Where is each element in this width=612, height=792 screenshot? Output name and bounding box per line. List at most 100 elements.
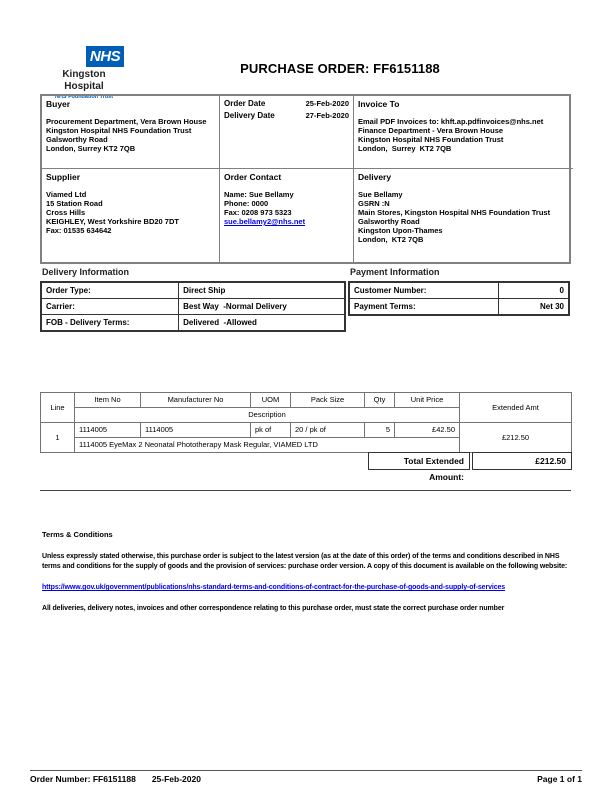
logo-org-name: Kingston Hospital	[62, 69, 106, 92]
delivery-line: Galsworthy Road	[358, 217, 420, 226]
col-header-item-no: Item No	[74, 392, 141, 408]
buyer-address-line: London, Surrey KT2 7QB	[46, 144, 136, 153]
table-row: Payment Terms: Net 30	[350, 299, 568, 314]
logo-org-subtitle: NHS Foundation Trust	[54, 94, 114, 100]
supplier-line: KEIGHLEY, West Yorkshire BD20 7DT	[46, 217, 179, 226]
order-date-label: Order Date	[224, 99, 266, 108]
invoice-to-line: Email PDF Invoices to: khft.ap.pdfinvoic…	[358, 117, 544, 126]
item-pack-size: 20 / pk of	[290, 422, 365, 438]
payment-terms-value: Net 30	[539, 301, 564, 311]
invoice-to-cell: Invoice To Email PDF Invoices to: khft.a…	[354, 96, 573, 169]
customer-number-label: Customer Number:	[350, 283, 499, 298]
col-header-extended-amt: Extended Amt	[459, 392, 572, 423]
terms-paragraph: Unless expressly stated otherwise, this …	[42, 553, 568, 570]
supplier-heading: Supplier	[46, 172, 81, 182]
carrier-label: Carrier:	[42, 299, 180, 314]
item-description: 1114005 EyeMax 2 Neonatal Phototherapy M…	[74, 437, 460, 453]
buyer-cell: Buyer Procurement Department, Vera Brown…	[42, 96, 220, 169]
col-header-manufacturer-no: Manufacturer No	[140, 392, 251, 408]
supplier-fax: Fax: 01535 634642	[46, 226, 112, 235]
invoice-to-line: Finance Department - Vera Brown House	[358, 126, 504, 135]
table-row: 1 1114005 1114005 pk of 20 / pk of 5 £42…	[40, 422, 572, 453]
customer-number-value: 0	[559, 285, 564, 295]
invoice-to-heading: Invoice To	[358, 99, 400, 109]
items-header-row: Line Item No Manufacturer No UOM Pack Si…	[40, 392, 572, 423]
order-date-value: 25-Feb-2020	[305, 99, 349, 108]
page-title: PURCHASE ORDER: FF6151188	[240, 61, 440, 76]
item-extended-amt: £212.50	[459, 422, 572, 453]
delivery-line: Kingston Upon-Thames	[358, 226, 443, 235]
supplier-cell: Supplier Viamed Ltd 15 Station Road Cros…	[42, 169, 220, 262]
nhs-kingston-logo: NHS Kingston Hospital NHS Foundation Tru…	[44, 46, 124, 101]
contact-fax: Fax: 0208 973 5323	[224, 208, 292, 217]
item-unit-price: £42.50	[394, 422, 460, 438]
delivery-line: Sue Bellamy	[358, 190, 403, 199]
table-row: Customer Number: 0	[350, 283, 568, 299]
total-extended-amount-label: Total Extended Amount:	[368, 452, 470, 482]
order-type-value: Direct Ship	[183, 285, 226, 295]
invoice-to-line: Kingston Hospital NHS Foundation Trust	[358, 135, 504, 144]
fob-delivery-terms-value: Delivered -Allowed	[183, 317, 257, 327]
footer-page-number: Page 1 of 1	[537, 774, 582, 784]
delivery-line: Main Stores, Kingston Hospital NHS Found…	[358, 208, 551, 217]
carrier-value: Best Way -Normal Delivery	[183, 301, 287, 311]
buyer-heading: Buyer	[46, 99, 71, 109]
supplier-line: Viamed Ltd	[46, 190, 87, 199]
order-contact-heading: Order Contact	[224, 172, 282, 182]
delivery-information-heading: Delivery Information	[42, 267, 130, 277]
fob-delivery-terms-label: FOB - Delivery Terms:	[42, 315, 180, 330]
table-row: FOB - Delivery Terms: Delivered -Allowed	[42, 315, 344, 330]
supplier-line: 15 Station Road	[46, 199, 103, 208]
col-header-line: Line	[40, 392, 75, 423]
terms-paragraph: All deliveries, delivery notes, invoices…	[42, 605, 505, 612]
item-qty: 5	[364, 422, 395, 438]
footer-divider	[30, 770, 582, 771]
col-header-description: Description	[74, 407, 460, 423]
table-row: Carrier: Best Way -Normal Delivery	[42, 299, 344, 315]
footer-order-date: 25-Feb-2020	[151, 774, 201, 784]
col-header-uom: UOM	[250, 392, 291, 408]
contact-name: Name: Sue Bellamy	[224, 190, 294, 199]
buyer-address-line: Procurement Department, Vera Brown House	[46, 117, 207, 126]
contact-email-link[interactable]: sue.bellamy2@nhs.net	[224, 217, 306, 226]
terms-and-conditions-section: Terms & Conditions Unless expressly stat…	[42, 530, 572, 625]
delivery-line: GSRN :N	[358, 199, 390, 208]
terms-heading: Terms & Conditions	[42, 530, 113, 539]
delivery-heading: Delivery	[358, 172, 392, 182]
footer-order-number: Order Number: FF6151188	[30, 774, 136, 784]
item-no: 1114005	[74, 422, 141, 438]
delivery-date-value: 27-Feb-2020	[305, 111, 349, 120]
page-footer: Order Number: FF6151188 25-Feb-2020 Page…	[30, 774, 582, 784]
order-dates-cell: Order Date 25-Feb-2020 Delivery Date 27-…	[220, 96, 354, 169]
line-items-table: Line Item No Manufacturer No UOM Pack Si…	[40, 392, 572, 453]
delivery-information-table: Order Type: Direct Ship Carrier: Best Wa…	[40, 281, 346, 332]
col-header-pack-size: Pack Size	[290, 392, 365, 408]
item-manufacturer-no: 1114005	[140, 422, 251, 438]
order-contact-cell: Order Contact Name: Sue Bellamy Phone: 0…	[220, 169, 354, 262]
payment-information-table: Customer Number: 0 Payment Terms: Net 30	[348, 281, 570, 316]
nhs-logo-icon: NHS	[86, 46, 124, 67]
table-row: 1114005 EyeMax 2 Neonatal Phototherapy M…	[41, 437, 572, 453]
supplier-line: Cross Hills	[46, 208, 86, 217]
buyer-address-line: Galsworthy Road	[46, 135, 108, 144]
total-extended-amount-value: £212.50	[472, 452, 572, 470]
item-line-number: 1	[40, 422, 75, 453]
parties-grid: Buyer Procurement Department, Vera Brown…	[40, 94, 573, 264]
terms-website-link[interactable]: https://www.gov.uk/government/publicatio…	[42, 584, 506, 591]
delivery-date-label: Delivery Date	[224, 111, 275, 120]
order-type-label: Order Type:	[42, 283, 180, 298]
delivery-cell: Delivery Sue Bellamy GSRN :N Main Stores…	[354, 169, 573, 262]
divider	[40, 490, 571, 491]
contact-phone: Phone: 0000	[224, 199, 269, 208]
buyer-address-line: Kingston Hospital NHS Foundation Trust	[46, 126, 192, 135]
col-header-unit-price: Unit Price	[394, 392, 460, 408]
total-extended-amount-row: Total Extended Amount: £212.50	[368, 452, 572, 482]
delivery-line: London, KT2 7QB	[358, 235, 424, 244]
payment-information-heading: Payment Information	[350, 267, 440, 277]
payment-terms-label: Payment Terms:	[350, 299, 499, 314]
col-header-qty: Qty	[364, 392, 395, 408]
table-row: Order Type: Direct Ship	[42, 283, 344, 299]
invoice-to-line: London, Surrey KT2 7QB	[358, 144, 452, 153]
item-uom: pk of	[250, 422, 291, 438]
